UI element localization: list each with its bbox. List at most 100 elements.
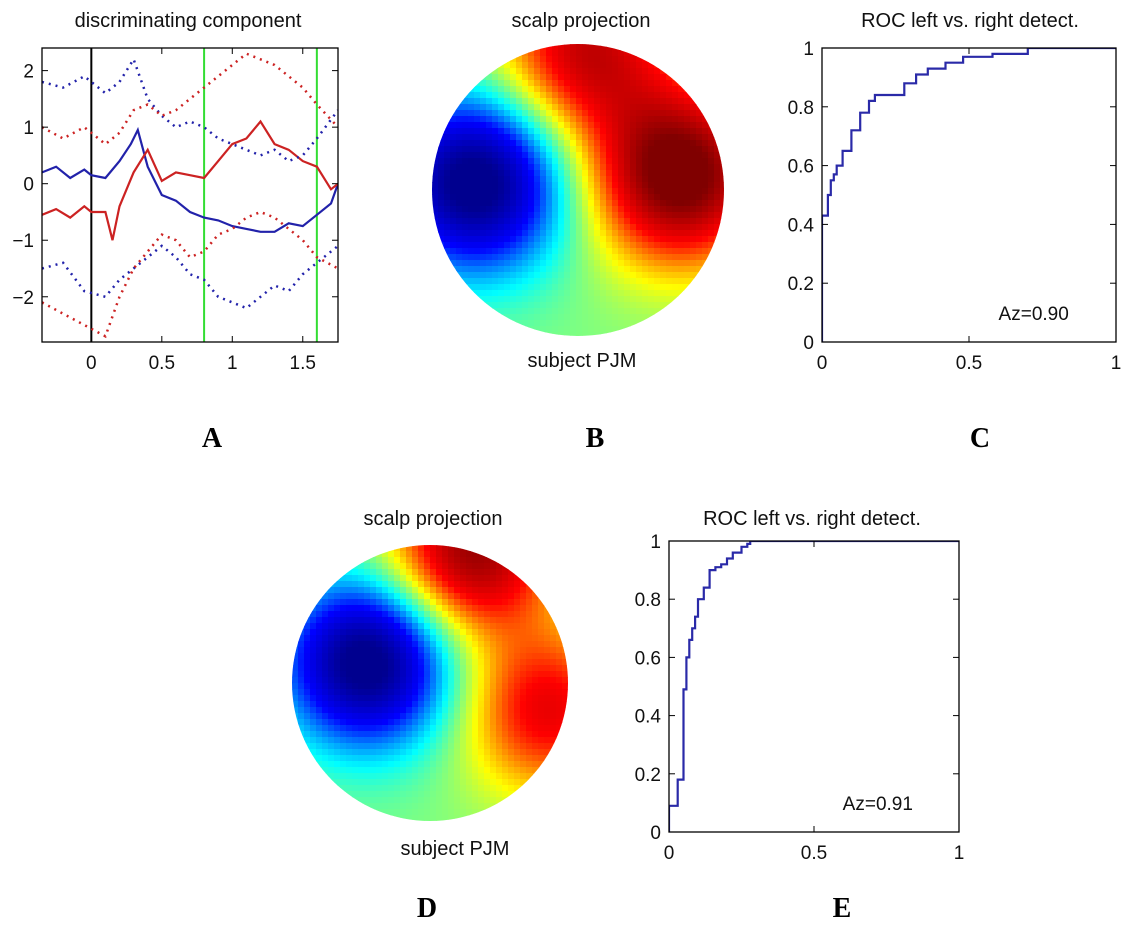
panel-d-cell xyxy=(454,677,461,684)
panel-b-cell xyxy=(618,236,625,243)
panel-b-cell xyxy=(534,122,541,129)
panel-d-cell xyxy=(454,623,461,630)
panel-b-cell xyxy=(618,188,625,195)
panel-d-cell xyxy=(442,809,449,816)
panel-b-cell xyxy=(612,86,619,93)
panel-d-cell xyxy=(502,665,509,672)
panel-d-cell xyxy=(334,671,341,678)
panel-d-cell xyxy=(436,671,443,678)
panel-d-cell xyxy=(514,767,521,774)
panel-b-cell xyxy=(564,236,571,243)
panel-d-cell xyxy=(454,761,461,768)
panel-d-cell xyxy=(328,647,335,654)
panel-b-cell xyxy=(624,302,631,309)
panel-d-cell xyxy=(418,737,425,744)
panel-d-cell xyxy=(508,581,515,588)
panel-b-cell xyxy=(546,56,553,63)
panel-d-cell xyxy=(412,701,419,708)
panel-d-cell xyxy=(418,689,425,696)
panel-b-cell xyxy=(498,218,505,225)
panel-b-cell xyxy=(654,302,661,309)
panel-d-cell xyxy=(292,635,299,642)
panel-b-cell xyxy=(600,62,607,69)
panel-b-cell xyxy=(636,170,643,177)
panel-b-cell xyxy=(456,146,463,153)
panel-d-cell xyxy=(472,593,479,600)
panel-b-cell xyxy=(474,134,481,141)
panel-b-cell xyxy=(534,266,541,273)
panel-b-cell xyxy=(594,248,601,255)
panel-b-cell xyxy=(714,146,721,153)
panel-d-cell xyxy=(544,707,551,714)
panel-b-cell xyxy=(522,200,529,207)
panel-d-cell xyxy=(538,587,545,594)
panel-d-cell xyxy=(472,689,479,696)
panel-b-cell xyxy=(576,182,583,189)
panel-a-series-0 xyxy=(42,126,338,233)
panel-d-cell xyxy=(316,605,323,612)
panel-d-cell xyxy=(544,641,551,648)
panel-d-cell xyxy=(514,581,521,588)
panel-b-cell xyxy=(474,182,481,189)
panel-d-cell xyxy=(298,677,305,684)
panel-b-cell xyxy=(480,134,487,141)
panel-b-cell xyxy=(534,140,541,147)
panel-d-cell xyxy=(382,671,389,678)
panel-d-cell xyxy=(430,701,437,708)
panel-b-cell xyxy=(432,134,439,141)
panel-b-title: scalp projection xyxy=(511,10,651,32)
panel-d-cell xyxy=(412,677,419,684)
panel-b-cell xyxy=(516,296,523,303)
panel-b-cell xyxy=(558,68,565,75)
panel-d-cell xyxy=(412,563,419,570)
panel-b-cell xyxy=(480,236,487,243)
panel-d-cell xyxy=(400,797,407,804)
panel-b-cell xyxy=(612,260,619,267)
panel-d-cell xyxy=(370,755,377,762)
panel-b-cell xyxy=(660,236,667,243)
panel-d-cell xyxy=(418,617,425,624)
panel-d-cell xyxy=(364,719,371,726)
panel-b-cell xyxy=(630,260,637,267)
panel-b-cell xyxy=(564,182,571,189)
panel-b-cell xyxy=(714,182,721,189)
panel-b-cell xyxy=(504,146,511,153)
panel-d-cell xyxy=(412,755,419,762)
panel-d-cell xyxy=(454,569,461,576)
panel-b-cell xyxy=(558,320,565,327)
panel-d-cell xyxy=(352,671,359,678)
panel-d-cell xyxy=(316,659,323,666)
panel-b-cell xyxy=(678,92,685,99)
panel-d-cell xyxy=(448,647,455,654)
panel-d-cell xyxy=(394,587,401,594)
panel-b-cell xyxy=(546,308,553,315)
panel-b-cell xyxy=(582,50,589,57)
panel-b-cell xyxy=(438,260,445,267)
panel-d-cell xyxy=(496,629,503,636)
panel-d-cell xyxy=(430,737,437,744)
panel-d-cell xyxy=(346,731,353,738)
panel-b-cell xyxy=(684,278,691,285)
panel-d-cell xyxy=(496,671,503,678)
panel-d-cell xyxy=(388,677,395,684)
panel-b-cell xyxy=(498,236,505,243)
panel-d-cell xyxy=(538,599,545,606)
panel-b-cell xyxy=(624,134,631,141)
panel-b-cell xyxy=(630,194,637,201)
panel-d-cell xyxy=(490,725,497,732)
panel-d-cell xyxy=(400,743,407,750)
panel-b-cell xyxy=(672,266,679,273)
panel-d-cell xyxy=(508,653,515,660)
panel-b-cell xyxy=(696,260,703,267)
panel-d-cell xyxy=(364,665,371,672)
panel-d-cell xyxy=(400,719,407,726)
panel-d-cell xyxy=(460,575,467,582)
panel-b-cell xyxy=(510,248,517,255)
panel-b-cell xyxy=(600,188,607,195)
panel-d-cell xyxy=(418,641,425,648)
panel-d-cell xyxy=(388,545,395,552)
panel-c-ytick-label-5: 1 xyxy=(803,39,814,60)
panel-d-cell xyxy=(340,611,347,618)
panel-d-cell xyxy=(472,671,479,678)
panel-d-cell xyxy=(508,659,515,666)
